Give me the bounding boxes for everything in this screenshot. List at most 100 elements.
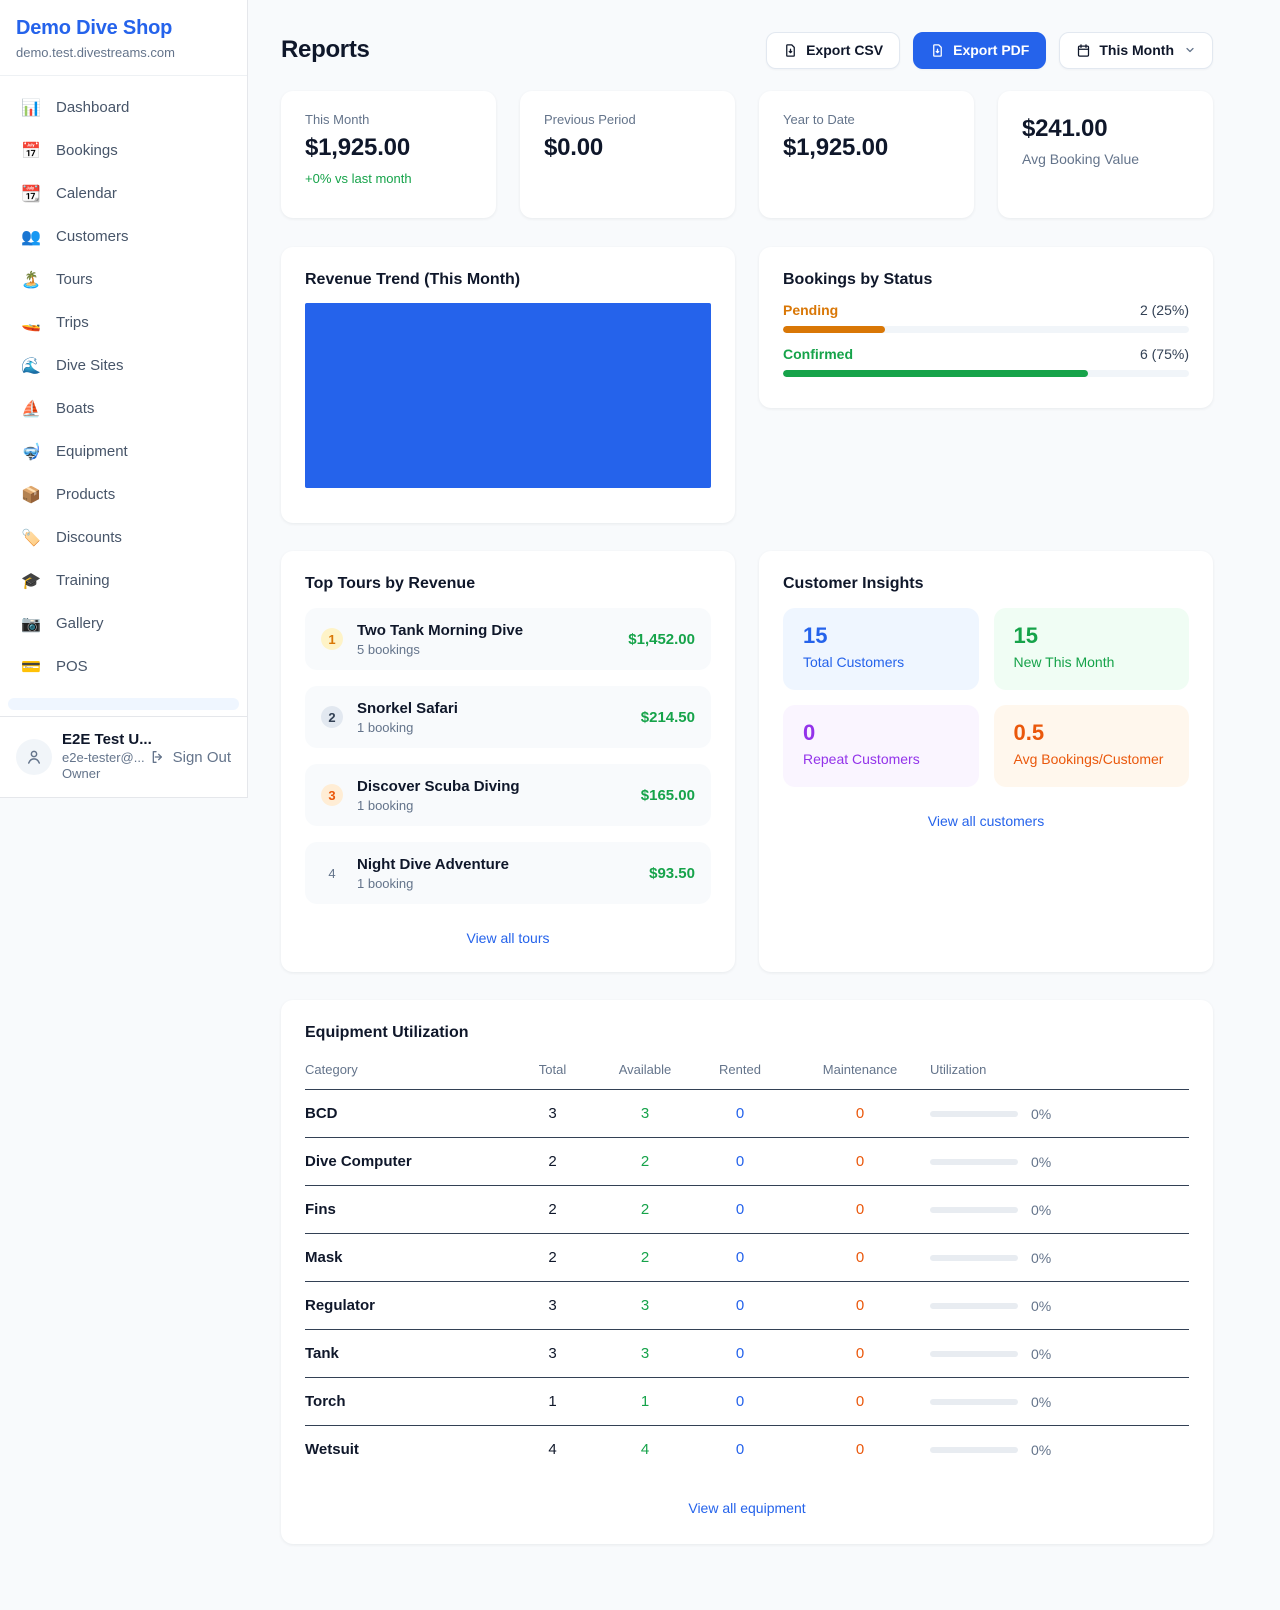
utilization-bar bbox=[930, 1446, 1018, 1453]
lists-row: Top Tours by Revenue 1 Two Tank Morning … bbox=[281, 551, 1213, 972]
camera-icon: 📷 bbox=[21, 615, 41, 633]
charts-row: Revenue Trend (This Month) Bookings by S… bbox=[281, 247, 1213, 523]
table-row: Fins 2 2 0 0 0% bbox=[305, 1185, 1189, 1234]
stat-card-previous-period: Previous Period $0.00 bbox=[520, 91, 735, 218]
utilization-bar bbox=[930, 1206, 1018, 1213]
sidebar-item-products[interactable]: 📦 Products bbox=[8, 473, 239, 516]
sidebar-item-label: Trips bbox=[56, 314, 89, 331]
shop-name[interactable]: Demo Dive Shop bbox=[16, 17, 173, 39]
equipment-utilization-card: Equipment Utilization Category Total Ava… bbox=[281, 1000, 1213, 1544]
view-all-tours-link[interactable]: View all tours bbox=[466, 930, 550, 946]
sidebar-item-discounts[interactable]: 🏷️ Discounts bbox=[8, 516, 239, 559]
tour-list-item[interactable]: 1 Two Tank Morning Dive 5 bookings $1,45… bbox=[305, 608, 711, 670]
status-row-pending: Pending 2 (25%) bbox=[783, 302, 1189, 333]
export-csv-button[interactable]: Export CSV bbox=[766, 31, 901, 69]
top-tours-card: Top Tours by Revenue 1 Two Tank Morning … bbox=[281, 551, 735, 972]
sidebar-item-label: Gallery bbox=[56, 615, 104, 632]
sidebar-item-training[interactable]: 🎓 Training bbox=[8, 559, 239, 602]
sidebar-item-label: Customers bbox=[56, 228, 129, 245]
credit-card-icon: 💳 bbox=[21, 658, 41, 676]
sidebar-item-dashboard[interactable]: 📊 Dashboard bbox=[8, 86, 239, 129]
chevron-down-icon bbox=[1186, 47, 1194, 53]
table-row: Dive Computer 2 2 0 0 0% bbox=[305, 1137, 1189, 1186]
sidebar-item-tours[interactable]: 🏝️ Tours bbox=[8, 258, 239, 301]
sidebar-item-pos[interactable]: 💳 POS bbox=[8, 645, 239, 688]
tile-new-this-month: 15 New This Month bbox=[993, 608, 1189, 690]
tour-list: 1 Two Tank Morning Dive 5 bookings $1,45… bbox=[305, 608, 711, 904]
export-pdf-button[interactable]: Export PDF bbox=[913, 31, 1047, 69]
user-email: e2e-tester@... bbox=[62, 750, 145, 766]
sidebar-item-label: Dive Sites bbox=[56, 357, 124, 374]
sign-out-button[interactable]: Sign Out bbox=[150, 749, 231, 766]
confirmed-progress-fill bbox=[783, 370, 1088, 377]
header-actions: Export CSV Export PDF This Month bbox=[766, 31, 1213, 69]
sidebar-item-trips[interactable]: 🚤 Trips bbox=[8, 301, 239, 344]
sidebar-item-bookings[interactable]: 📅 Bookings bbox=[8, 129, 239, 172]
table-row: Wetsuit 4 4 0 0 0% bbox=[305, 1425, 1189, 1474]
stat-card-this-month: This Month $1,925.00 +0% vs last month bbox=[281, 91, 496, 218]
view-all-customers-link[interactable]: View all customers bbox=[927, 813, 1045, 829]
tour-list-item[interactable]: 3 Discover Scuba Diving 1 booking $165.0… bbox=[305, 764, 711, 826]
tag-icon: 🏷️ bbox=[21, 529, 41, 547]
main-content: Reports Export CSV Export PDF This Month bbox=[281, 0, 1213, 1544]
stat-card-avg-booking-value: $241.00 Avg Booking Value bbox=[998, 91, 1213, 218]
pending-progress-fill bbox=[783, 326, 885, 333]
shop-domain: demo.test.divestreams.com bbox=[16, 45, 175, 60]
sidebar-item-customers[interactable]: 👥 Customers bbox=[8, 215, 239, 258]
user-role: Owner bbox=[62, 766, 101, 782]
period-dropdown[interactable]: This Month bbox=[1059, 31, 1213, 69]
table-row: Mask 2 2 0 0 0% bbox=[305, 1233, 1189, 1282]
confirmed-progress-track bbox=[783, 370, 1189, 377]
utilization-bar bbox=[930, 1254, 1018, 1261]
utilization-bar bbox=[930, 1110, 1018, 1117]
view-all-equipment-link[interactable]: View all equipment bbox=[688, 1499, 806, 1516]
people-icon: 👥 bbox=[21, 228, 41, 246]
status-row-confirmed: Confirmed 6 (75%) bbox=[783, 346, 1189, 377]
file-download-icon bbox=[786, 43, 795, 57]
sidebar-item-label: Bookings bbox=[56, 142, 118, 159]
rank-badge: 2 bbox=[321, 706, 343, 728]
utilization-bar bbox=[930, 1350, 1018, 1357]
package-icon: 📦 bbox=[21, 486, 41, 504]
sailboat-icon: ⛵ bbox=[21, 400, 41, 418]
utilization-bar bbox=[930, 1302, 1018, 1309]
user-info: E2E Test U... e2e-tester@... Owner bbox=[62, 731, 152, 782]
page-title: Reports bbox=[281, 36, 370, 63]
pending-progress-track bbox=[783, 326, 1189, 333]
tile-avg-bookings-customer: 0.5 Avg Bookings/Customer bbox=[993, 705, 1189, 787]
island-icon: 🏝️ bbox=[21, 271, 41, 289]
table-row: Regulator 3 3 0 0 0% bbox=[305, 1281, 1189, 1330]
sidebar-nav: 📊 Dashboard 📅 Bookings 📆 Calendar 👥 Cust… bbox=[0, 76, 247, 716]
rank-badge: 1 bbox=[321, 628, 343, 650]
wave-icon: 🌊 bbox=[21, 357, 41, 375]
calendar-icon bbox=[1078, 43, 1090, 57]
sign-out-icon bbox=[152, 751, 162, 763]
person-icon bbox=[28, 750, 40, 764]
utilization-bar bbox=[930, 1158, 1018, 1165]
rank-badge: 4 bbox=[328, 865, 336, 881]
calendar-date-icon: 📅 bbox=[21, 142, 41, 160]
sidebar-item-label: POS bbox=[56, 658, 88, 675]
tour-list-item[interactable]: 4 Night Dive Adventure 1 booking $93.50 bbox=[305, 842, 711, 904]
sidebar-item-equipment[interactable]: 🤿 Equipment bbox=[8, 430, 239, 473]
table-header-row: Category Total Available Rented Maintena… bbox=[305, 1062, 987, 1077]
user-panel: E2E Test U... e2e-tester@... Owner Sign … bbox=[0, 716, 247, 797]
table-row: Tank 3 3 0 0 0% bbox=[305, 1329, 1189, 1378]
sidebar-item-reports-active[interactable] bbox=[8, 698, 239, 710]
sidebar-item-gallery[interactable]: 📷 Gallery bbox=[8, 602, 239, 645]
user-name: E2E Test U... bbox=[62, 731, 152, 749]
tour-list-item[interactable]: 2 Snorkel Safari 1 booking $214.50 bbox=[305, 686, 711, 748]
tear-off-calendar-icon: 📆 bbox=[21, 185, 41, 203]
sidebar-item-dive-sites[interactable]: 🌊 Dive Sites bbox=[8, 344, 239, 387]
delta-badge: +0% vs last month bbox=[305, 171, 412, 186]
sidebar-item-label: Equipment bbox=[56, 443, 128, 460]
speedboat-icon: 🚤 bbox=[21, 314, 41, 332]
sidebar: Demo Dive Shop demo.test.divestreams.com… bbox=[0, 0, 248, 798]
utilization-bar bbox=[930, 1398, 1018, 1405]
sidebar-item-label: Discounts bbox=[56, 529, 122, 546]
stat-cards: This Month $1,925.00 +0% vs last month P… bbox=[281, 91, 1213, 218]
tile-repeat-customers: 0 Repeat Customers bbox=[783, 705, 979, 787]
table-row: Torch 1 1 0 0 0% bbox=[305, 1377, 1189, 1426]
sidebar-item-calendar[interactable]: 📆 Calendar bbox=[8, 172, 239, 215]
sidebar-item-boats[interactable]: ⛵ Boats bbox=[8, 387, 239, 430]
